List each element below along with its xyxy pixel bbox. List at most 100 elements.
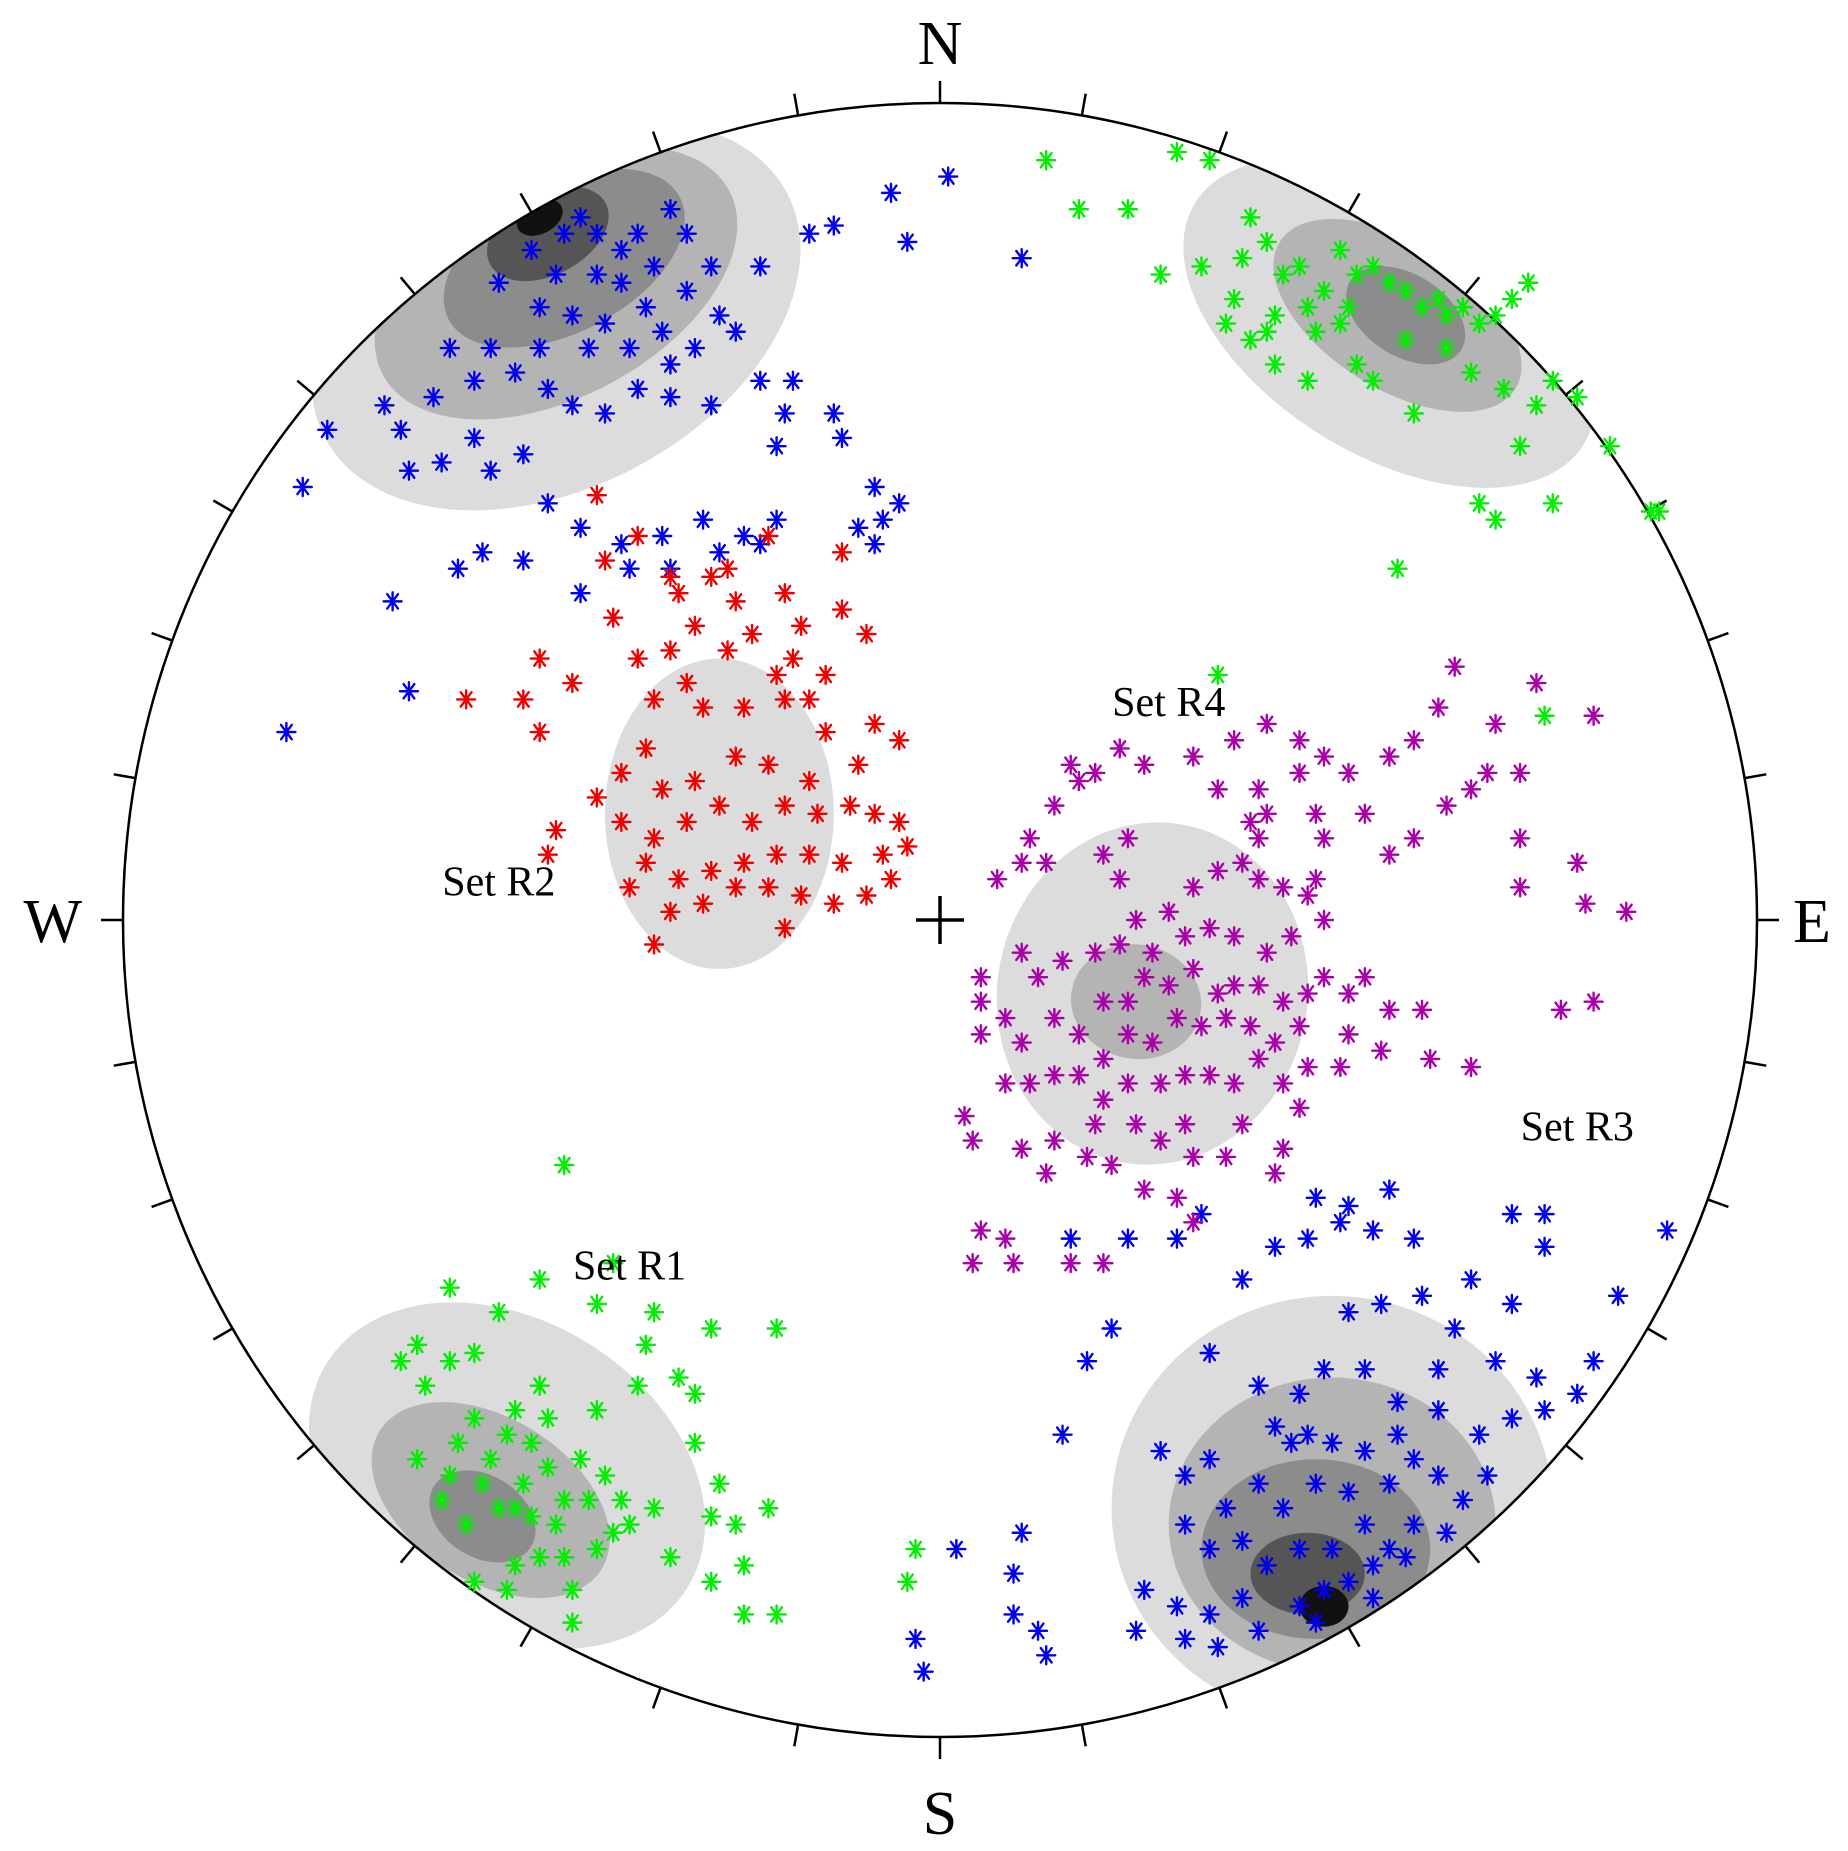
pole-point-green bbox=[553, 1154, 575, 1176]
pole-point-magenta bbox=[1052, 950, 1073, 972]
pole-point-blue bbox=[390, 419, 411, 440]
pole-point-blue bbox=[1011, 248, 1032, 269]
pole-point-blue bbox=[480, 460, 501, 481]
pole-point-magenta bbox=[1256, 713, 1277, 735]
pole-point-red bbox=[635, 852, 657, 874]
pole-point-blue bbox=[660, 386, 681, 408]
pole-point-red bbox=[766, 844, 787, 865]
pole-point-blue bbox=[1003, 1604, 1024, 1625]
pole-point-blue bbox=[1166, 1228, 1188, 1249]
pole-point-green bbox=[905, 1538, 926, 1560]
pole-point-magenta bbox=[1444, 656, 1465, 677]
pole-point-blue bbox=[1248, 1620, 1269, 1641]
pole-point-green bbox=[406, 1449, 428, 1470]
pole-point-magenta bbox=[1183, 877, 1204, 898]
pole-point-magenta bbox=[1583, 705, 1604, 726]
pole-point-blue bbox=[1232, 1530, 1253, 1552]
pole-point-blue bbox=[480, 337, 501, 359]
pole-point-blue bbox=[897, 231, 918, 253]
pole-point-blue bbox=[1199, 1449, 1220, 1470]
pole-point-red bbox=[627, 648, 648, 669]
pole-point-red bbox=[815, 664, 836, 686]
pole-point-red bbox=[733, 697, 755, 718]
pole-point-blue bbox=[464, 427, 485, 449]
pole-point-green bbox=[406, 1334, 428, 1356]
pole-point-blue bbox=[660, 199, 681, 220]
pole-point-magenta bbox=[1109, 868, 1130, 890]
pole-point-green bbox=[733, 1604, 755, 1625]
tick-mark bbox=[1707, 1198, 1729, 1209]
pole-point-blue bbox=[709, 305, 730, 326]
pole-point-blue bbox=[1534, 1203, 1555, 1225]
pole-point-magenta bbox=[1297, 1056, 1318, 1078]
pole-point-green bbox=[1509, 435, 1531, 457]
pole-point-magenta bbox=[1068, 1024, 1090, 1045]
pole-point-green bbox=[897, 1571, 918, 1592]
pole-point-red bbox=[668, 583, 689, 604]
pole-point-magenta bbox=[1036, 852, 1057, 874]
pole-point-red bbox=[643, 689, 665, 710]
pole-point-green bbox=[1395, 280, 1416, 302]
pole-point-magenta bbox=[1019, 828, 1041, 849]
pole-point-green bbox=[464, 1571, 485, 1592]
pole-point-red bbox=[586, 484, 608, 506]
pole-point-magenta bbox=[1420, 1048, 1441, 1070]
pole-point-red bbox=[603, 607, 624, 628]
series-magenta bbox=[954, 656, 1637, 1274]
pole-point-green bbox=[464, 1408, 485, 1429]
pole-point-green bbox=[1518, 272, 1539, 293]
tick-mark bbox=[1565, 379, 1584, 396]
contour-cluster-5 bbox=[308, 1302, 706, 1649]
pole-point-green bbox=[643, 1498, 665, 1519]
pole-point-green bbox=[1068, 199, 1090, 220]
pole-point-magenta bbox=[1248, 828, 1269, 849]
pole-point-magenta bbox=[1093, 844, 1114, 865]
pole-point-blue bbox=[586, 264, 608, 285]
pole-point-green bbox=[464, 1342, 485, 1364]
pole-point-blue bbox=[701, 256, 722, 277]
pole-point-blue bbox=[513, 444, 534, 465]
pole-point-red bbox=[643, 934, 665, 955]
set-labels: Set R2 Set R4 Set R3 Set R1 bbox=[442, 680, 1634, 1290]
pole-point-green bbox=[1362, 370, 1384, 391]
tick-mark bbox=[793, 1724, 800, 1747]
pole-point-red bbox=[594, 550, 616, 571]
pole-point-blue bbox=[1370, 1293, 1392, 1315]
pole-point-blue bbox=[725, 321, 746, 342]
pole-point-magenta bbox=[1313, 828, 1335, 849]
pole-point-magenta bbox=[995, 1073, 1016, 1094]
pole-point-blue bbox=[766, 509, 787, 530]
pole-point-blue bbox=[660, 354, 681, 375]
pole-point-magenta bbox=[1158, 975, 1179, 996]
pole-point-green bbox=[701, 1506, 722, 1527]
pole-point-green bbox=[635, 1334, 657, 1356]
pole-point-blue bbox=[521, 239, 542, 261]
pole-point-green bbox=[619, 1514, 640, 1535]
pole-point-red bbox=[619, 877, 640, 898]
pole-point-red bbox=[799, 689, 820, 710]
pole-point-red bbox=[758, 754, 779, 775]
pole-point-magenta bbox=[1289, 1016, 1310, 1037]
pole-point-blue bbox=[1166, 1596, 1188, 1617]
pole-point-magenta bbox=[1223, 926, 1245, 947]
pole-point-blue bbox=[1656, 1220, 1678, 1241]
pole-point-blue bbox=[1003, 1563, 1024, 1584]
pole-point-green bbox=[1338, 297, 1359, 318]
pole-point-blue bbox=[1199, 1538, 1220, 1560]
pole-point-magenta bbox=[1297, 983, 1318, 1004]
pole-point-blue bbox=[447, 558, 469, 579]
pole-point-green bbox=[570, 1449, 591, 1470]
pole-point-blue bbox=[1485, 1350, 1506, 1372]
pole-point-green bbox=[1485, 509, 1506, 530]
pole-point-green bbox=[1223, 288, 1245, 310]
contour-cluster-4 bbox=[1111, 1295, 1553, 1721]
pole-point-green bbox=[586, 1400, 608, 1421]
pole-point-blue bbox=[537, 493, 559, 514]
pole-point-magenta bbox=[1289, 730, 1310, 751]
set-label: Set R1 bbox=[573, 1243, 686, 1289]
pole-point-magenta bbox=[1232, 852, 1253, 874]
pole-point-green bbox=[439, 1350, 460, 1372]
pole-point-magenta bbox=[1019, 1073, 1041, 1094]
pole-point-green bbox=[431, 1489, 452, 1511]
pole-point-blue bbox=[774, 403, 795, 424]
